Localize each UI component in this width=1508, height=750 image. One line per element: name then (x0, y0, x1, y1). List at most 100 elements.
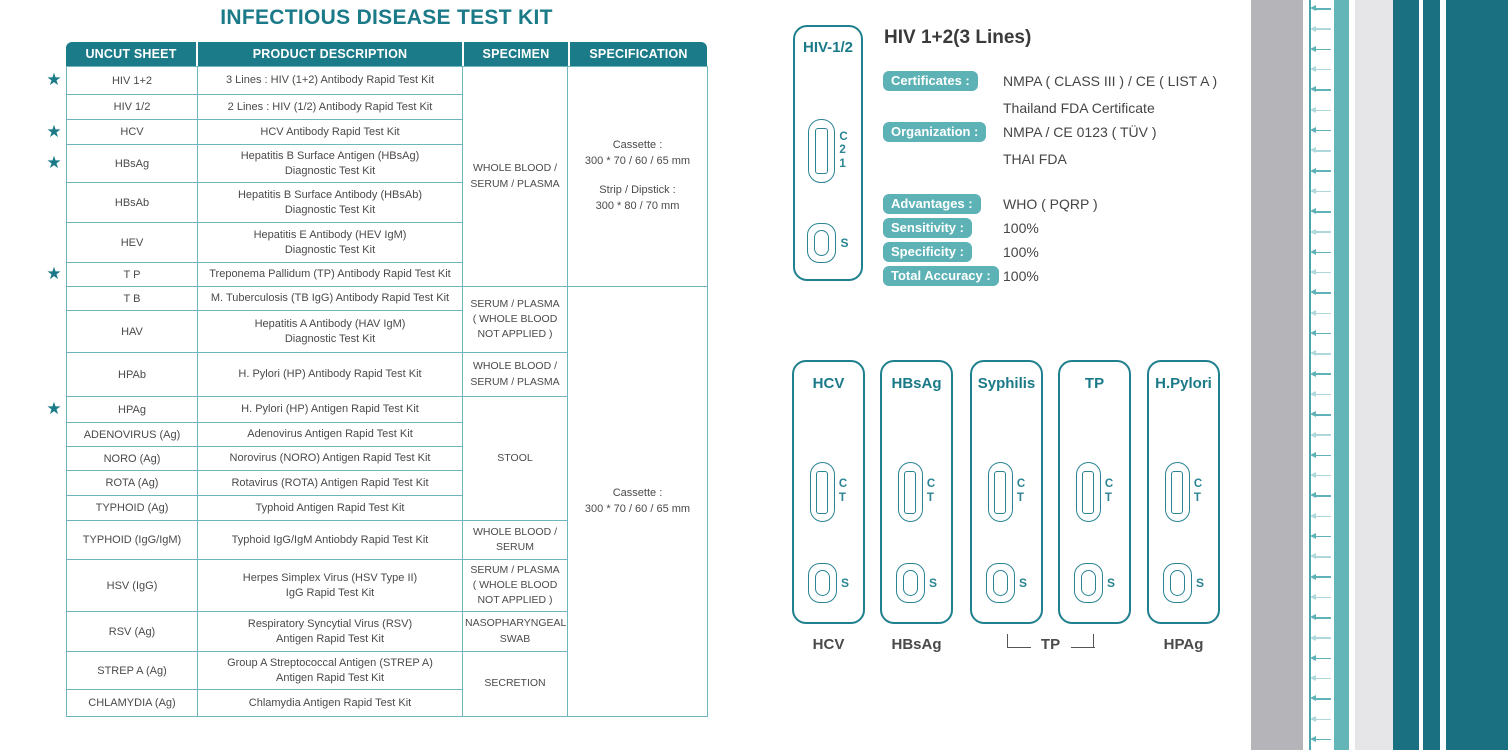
table-row: HSV (IgG) Herpes Simplex Virus (HSV Type … (66, 559, 708, 612)
well-mark: S (1018, 576, 1027, 590)
page-title: INFECTIOUS DISEASE TEST KIT (220, 6, 553, 29)
group-bracket-icon (1006, 634, 1009, 648)
column-header-specimen: SPECIMEN (464, 42, 568, 66)
featured-star-icon: ★ (46, 399, 62, 418)
uncut-sheet-cell: HIV 1/2 (66, 94, 198, 120)
left-arrow-icon (1310, 5, 1331, 11)
cassette-footer-label-hcv: HCV (812, 636, 845, 653)
spec-value: 100% (1003, 268, 1039, 284)
test-window-outline-icon (1164, 462, 1190, 522)
cassette-label: Syphilis (977, 375, 1036, 392)
spec-badge-advantages: Advantages : (883, 194, 981, 214)
uncut-sheet-cell: CHLAMYDIA (Ag) (66, 689, 198, 717)
left-arrow-icon (1310, 107, 1331, 113)
left-arrow-icon (1310, 614, 1331, 620)
left-arrow-icon (1310, 371, 1331, 376)
sample-well-icon (902, 570, 918, 596)
spec-badge-specificity: Specificity : (883, 242, 972, 262)
table-row: HEV Hepatitis E Antibody (HEV IgM) Diagnos… (66, 222, 708, 263)
test-strip-icon (1171, 470, 1184, 514)
uncut-sheet-cell: TYPHOID (IgG/IgM) (66, 520, 198, 560)
specimen-cell: SERUM / PLASMA( WHOLE BLOOD NOT APPLIED ) (462, 559, 568, 612)
cassette-illustration-syphilis: Syphilis C T S (970, 360, 1043, 624)
spec-value: WHO ( PQRP ) (1003, 196, 1098, 212)
table-row: ROTA (Ag) Rotavirus (ROTA) Antigen Rapid … (66, 470, 708, 496)
group-bracket-icon (1070, 646, 1095, 649)
edge-stripe-light-gray (1355, 0, 1393, 750)
specimen-cell: SECRETION (462, 651, 568, 717)
uncut-sheet-cell: NORO (Ag) (66, 446, 198, 471)
product-description-cell: Typhoid IgG/IgM Antiobdy Rapid Test Kit (197, 520, 463, 560)
product-description-cell: Hepatitis B Surface Antibody (HBsAb) Diag… (197, 182, 463, 223)
left-arrow-icon (1310, 127, 1331, 133)
hiv-sample-well: S (795, 223, 861, 263)
well-mark: S (1106, 576, 1115, 590)
spec-value: NMPA / CE 0123 ( TÜV ) (1003, 124, 1157, 140)
cassette-label: TP (1084, 375, 1105, 392)
uncut-sheet-cell: HIV 1+2 (66, 66, 198, 95)
sample-well-icon (814, 230, 830, 256)
spec-badge-total-accuracy: Total Accuracy : (883, 266, 999, 286)
table-row: NORO (Ag) Norovirus (NORO) Antigen Rapid … (66, 446, 708, 471)
hiv-cassette-label: HIV-1/2 (802, 39, 854, 56)
uncut-sheet-cell: HPAb (66, 352, 198, 397)
sample-well: S (1060, 563, 1129, 603)
cassette-label: H.Pylori (1155, 375, 1212, 392)
left-arrow-icon (1310, 533, 1331, 539)
left-arrow-icon (1310, 655, 1331, 661)
column-header-uncut-sheet: UNCUT SHEET (66, 42, 196, 66)
column-header-specification: SPECIFICATION (570, 42, 707, 66)
left-arrow-icon (1310, 472, 1331, 478)
left-arrow-icon (1310, 229, 1331, 234)
table-row: HBsAb Hepatitis B Surface Antibody (HBsAb… (66, 182, 708, 223)
product-description-cell: 2 Lines : HIV (1/2) Antibody Rapid Test … (197, 94, 463, 120)
product-description-cell: Hepatitis E Antibody (HEV IgM) Diagnostic… (197, 222, 463, 263)
left-arrow-icon (1310, 208, 1331, 214)
specification-cell: Cassette :300 * 70 / 60 / 65 mm (567, 286, 708, 717)
product-table: HIV 1+2 3 Lines : HIV (1+2) Antibody Rapi… (66, 66, 708, 717)
sample-well: S (972, 563, 1041, 603)
product-description-cell: M. Tuberculosis (TB IgG) Antibody Rapid … (197, 286, 463, 311)
left-arrow-icon (1310, 310, 1331, 316)
sample-well-outline-icon (895, 563, 925, 603)
uncut-sheet-cell: ROTA (Ag) (66, 470, 198, 496)
product-description-cell: 3 Lines : HIV (1+2) Antibody Rapid Test … (197, 66, 463, 95)
left-arrow-icon (1310, 147, 1331, 153)
uncut-sheet-cell: HBsAb (66, 182, 198, 223)
group-bracket-icon (1092, 634, 1095, 648)
uncut-sheet-cell: HEV (66, 222, 198, 263)
cassette-footer-label-hbsag: HBsAg (891, 636, 942, 653)
uncut-sheet-cell: ADENOVIRUS (Ag) (66, 422, 198, 447)
product-description-cell: Adenovirus Antigen Rapid Test Kit (197, 422, 463, 447)
product-description-cell: Hepatitis B Surface Antigen (HBsAg) Diagn… (197, 144, 463, 183)
specimen-cell: WHOLE BLOOD / SERUM / PLASMA (462, 352, 568, 397)
test-window-outline-icon (809, 462, 835, 522)
spec-badge-certificates: Certificates : (883, 71, 978, 91)
specimen-cell: WHOLE BLOOD / SERUM / PLASMA (462, 66, 568, 287)
column-header-product-description: PRODUCT DESCRIPTION (198, 42, 462, 66)
table-row: RSV (Ag) Respiratory Syncytial Virus (RSV… (66, 611, 708, 652)
uncut-sheet-cell: TYPHOID (Ag) (66, 495, 198, 521)
hiv-well-mark: S (840, 236, 849, 250)
left-arrow-icon (1310, 188, 1331, 194)
sample-well-outline-icon (1073, 563, 1103, 603)
cassette-footer-label-tp: TP (1040, 636, 1061, 653)
sample-well-icon (1080, 570, 1096, 596)
left-arrow-icon (1310, 391, 1331, 397)
test-strip-icon (994, 470, 1007, 514)
uncut-sheet-cell: HPAg (66, 396, 198, 423)
edge-stripe-dark-teal-1 (1393, 0, 1419, 750)
edge-stripe-dark-teal-3 (1446, 0, 1508, 750)
left-arrow-icon (1310, 492, 1331, 498)
test-window-outline-icon (987, 462, 1013, 522)
cassette-illustration-hpylori: H.Pylori C T S (1147, 360, 1220, 624)
test-window-outline-icon (1075, 462, 1101, 522)
uncut-sheet-cell: STREP A (Ag) (66, 651, 198, 690)
